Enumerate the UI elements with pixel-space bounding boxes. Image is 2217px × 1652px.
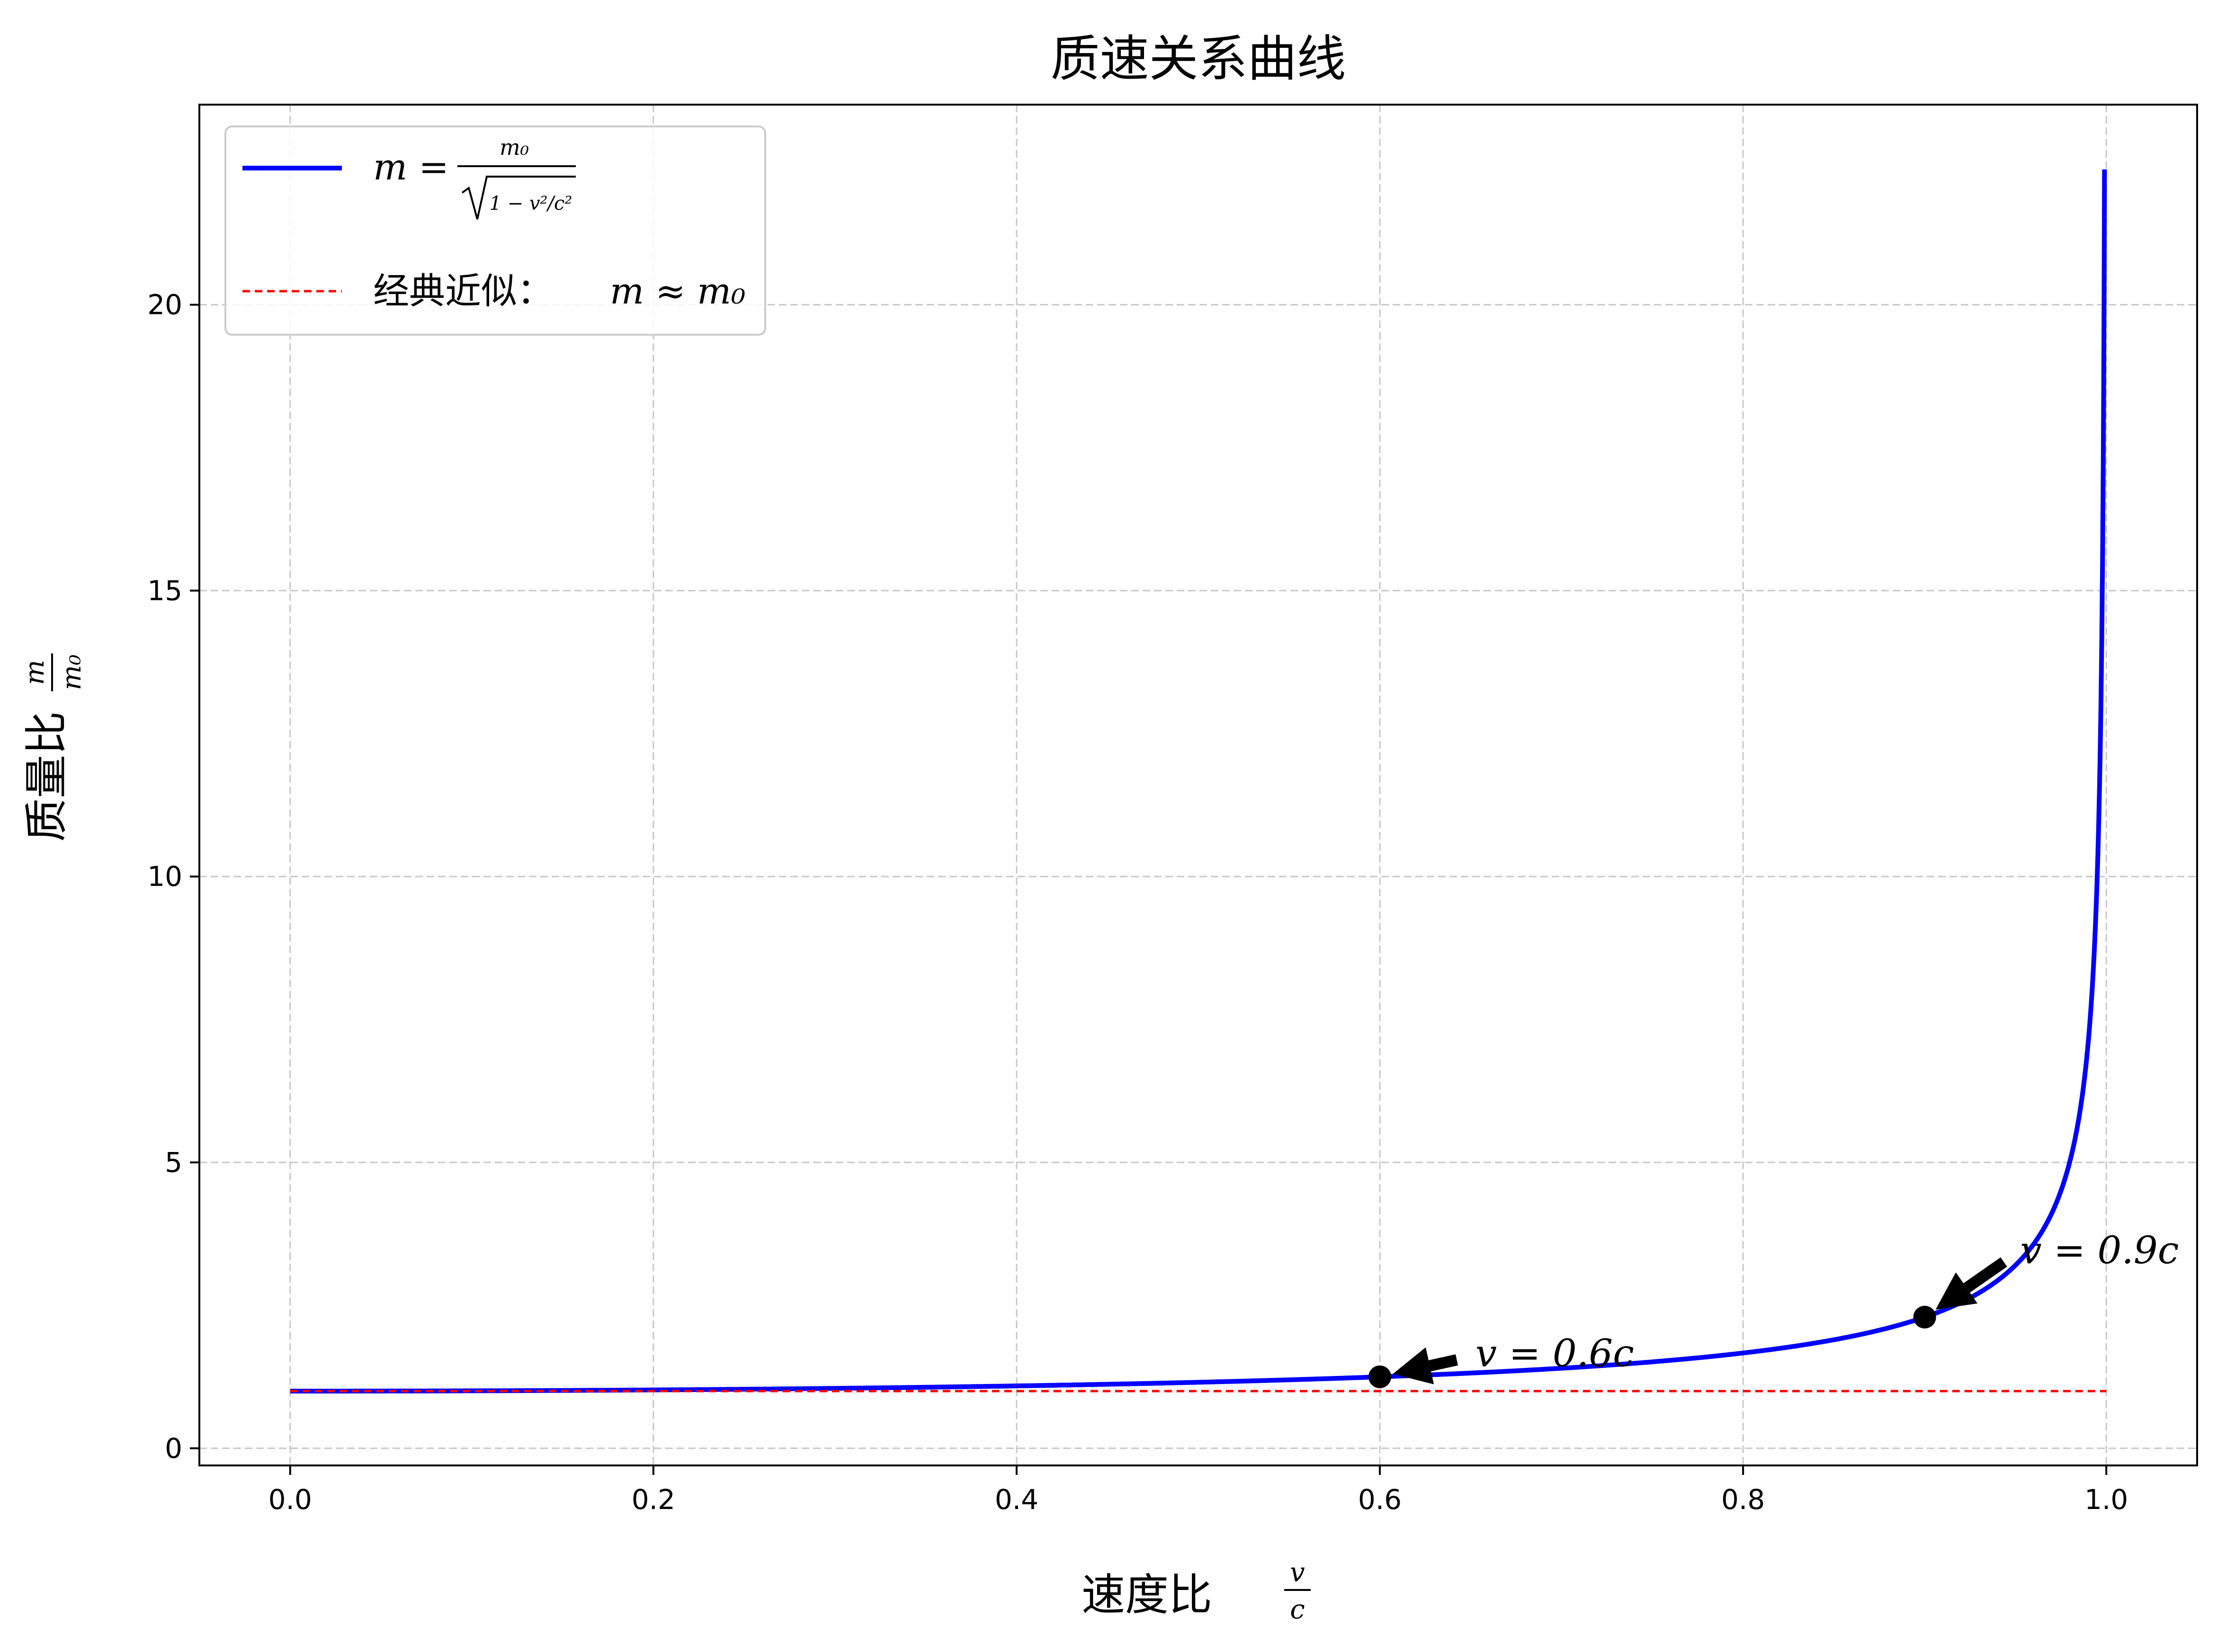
x-axis-label: 速度比 (1082, 1570, 1212, 1620)
y-axis-label: 质量比 (21, 711, 72, 842)
annotation-arrowhead (1393, 1347, 1434, 1384)
data-point (1368, 1365, 1392, 1388)
y-tick-label: 20 (147, 289, 182, 321)
legend-label-classical-math: m ≈ m₀ (610, 270, 746, 312)
annotation-label: v = 0.6c (1475, 1331, 1634, 1375)
legend-sqrt-sign (461, 176, 576, 220)
y-tick-label: 15 (147, 574, 182, 607)
legend-label-classical: 经典近似： (373, 270, 553, 312)
x-tick-label: 0.0 (268, 1483, 312, 1516)
annotation-arrowhead (1935, 1272, 1978, 1310)
x-tick-label: 0.2 (632, 1483, 675, 1516)
chart-title: 质速关系曲线 (1050, 30, 1346, 88)
annotation-label: v = 0.9c (2020, 1228, 2179, 1272)
y-axis-label-denominator: m₀ (56, 654, 87, 690)
data-point (1913, 1305, 1936, 1329)
y-tick-label: 10 (147, 860, 182, 893)
y-tick-label: 5 (165, 1146, 182, 1179)
legend-box (224, 125, 766, 336)
x-tick-label: 1.0 (2084, 1483, 2128, 1516)
x-tick-label: 0.4 (995, 1483, 1038, 1516)
series-line-relativistic (290, 167, 2107, 1393)
y-tick-label: 0 (165, 1432, 182, 1464)
annotation-arrow-shaft (1963, 1257, 2007, 1293)
legend-formula-numerator: m₀ (500, 134, 529, 160)
y-axis-label-numerator: m (19, 660, 50, 685)
annotation-arrow-shaft (1428, 1354, 1458, 1372)
x-axis-label-denominator: c (1290, 1594, 1305, 1625)
legend-label-relativistic: m = (373, 146, 449, 188)
legend-formula-denominator: 1 − v²/c² (490, 193, 572, 214)
x-axis-label-numerator: v (1290, 1557, 1305, 1588)
y-axis-label-group: 质量比 m m₀ (19, 653, 87, 842)
x-tick-label: 0.8 (1721, 1483, 1765, 1516)
x-tick-label: 0.6 (1358, 1483, 1402, 1516)
plot-frame (198, 104, 2198, 1466)
